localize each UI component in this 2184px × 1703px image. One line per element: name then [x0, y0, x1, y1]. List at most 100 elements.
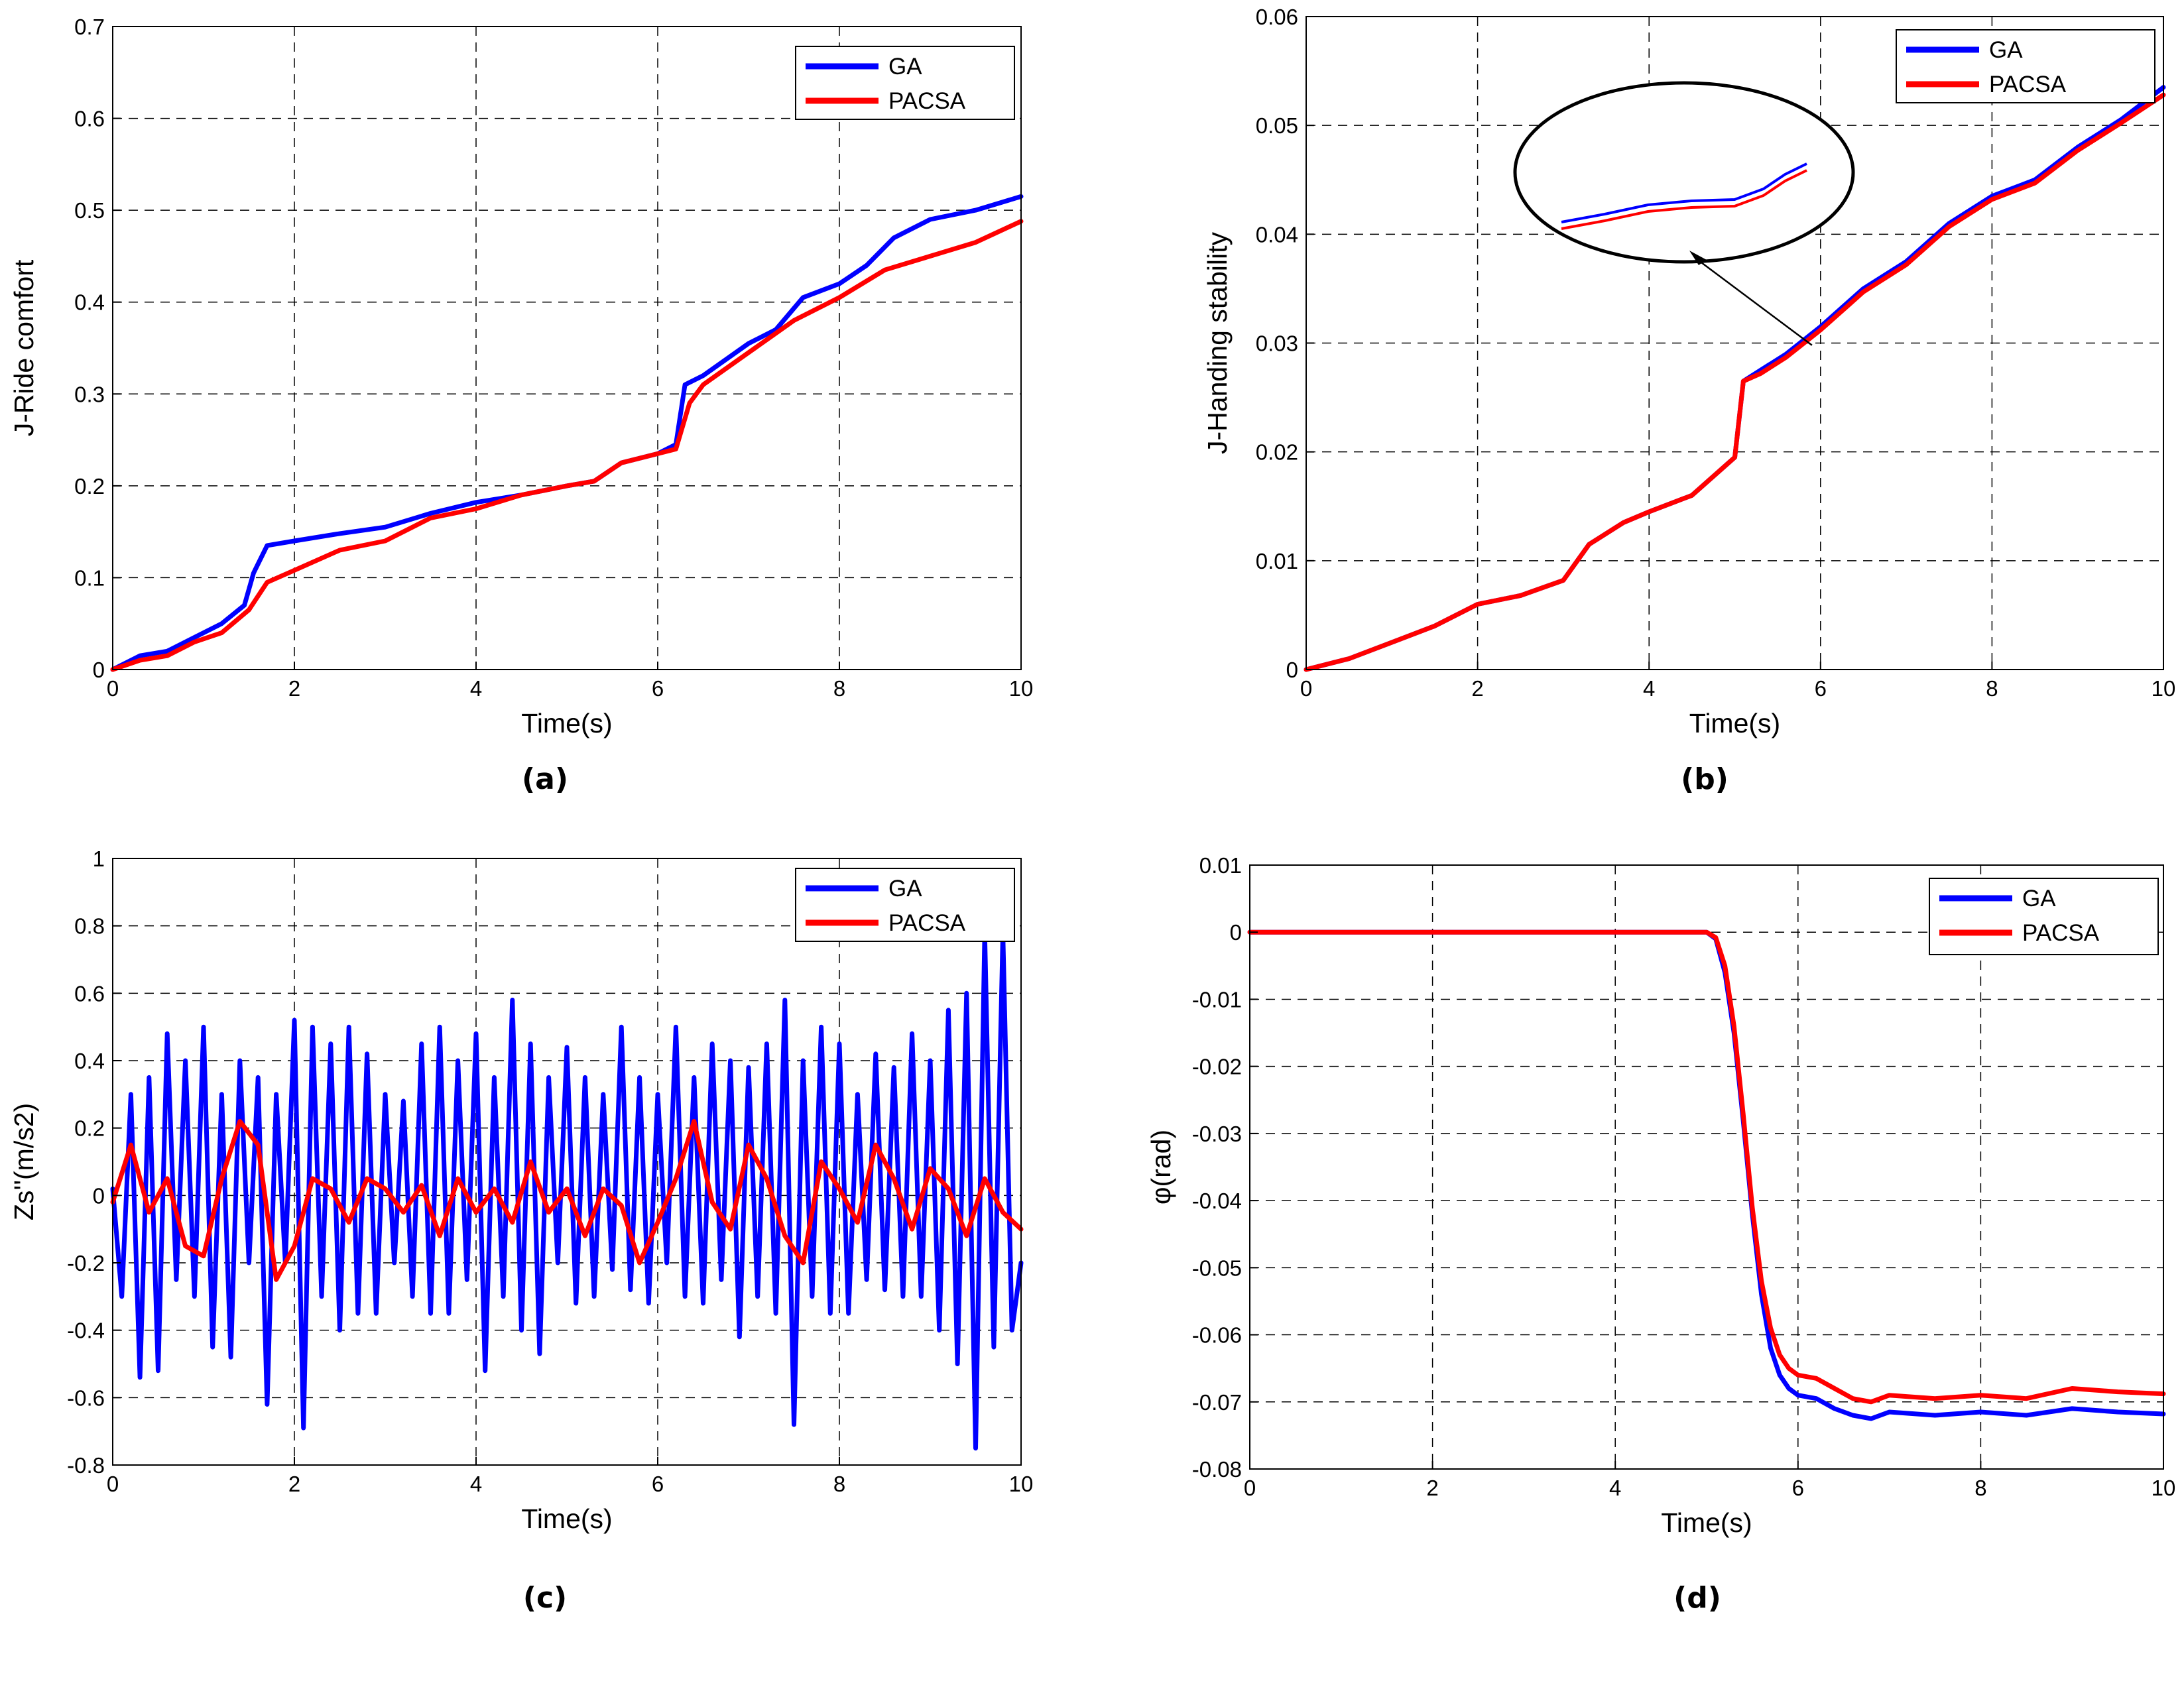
- x-axis-label: Time(s): [1689, 708, 1780, 738]
- x-tick-label: 10: [2152, 1476, 2176, 1500]
- x-tick-label: 2: [1426, 1476, 1438, 1500]
- y-tick-label: -0.02: [1192, 1055, 1242, 1079]
- x-tick-label: 0: [107, 676, 119, 701]
- y-tick-label: 0.2: [74, 1116, 105, 1141]
- panel-caption: (c): [523, 1581, 567, 1615]
- y-tick-label: -0.05: [1192, 1256, 1242, 1280]
- y-tick-label: 0: [93, 658, 105, 682]
- axes-frame: [112, 26, 1022, 670]
- y-tick-label: 0.6: [74, 981, 105, 1006]
- y-tick-label: 0.4: [74, 1049, 105, 1073]
- axes-frame: [1249, 864, 2164, 1470]
- y-tick-label: 0.7: [74, 15, 105, 39]
- y-tick-label: 0.3: [74, 382, 105, 406]
- y-tick-label: 0.5: [74, 198, 105, 223]
- series-line-pacsa: [110, 219, 1024, 672]
- y-tick-label: 0: [1286, 658, 1298, 682]
- x-tick-label: 0: [107, 1472, 119, 1496]
- x-tick-label: 6: [1792, 1476, 1804, 1500]
- y-axis-label: φ(rad): [1146, 1130, 1176, 1204]
- y-tick-label: -0.2: [67, 1251, 105, 1275]
- y-tick-label: -0.06: [1192, 1323, 1242, 1348]
- legend-label-pacsa: PACSA: [1989, 72, 2067, 97]
- y-tick-label: 1: [93, 847, 105, 871]
- y-axis-label: Zs''(m/s2): [9, 1103, 39, 1220]
- legend-label-ga: GA: [1989, 37, 2023, 63]
- panel-d: 0 2 4 6 8 10 -0.08 -0.07 -0.06 -0.05 -0.04 -0.03 -0.…: [1146, 853, 2175, 1615]
- x-axis-label: Time(s): [1661, 1507, 1752, 1538]
- zoom-arrow-head: [1689, 251, 1707, 265]
- x-tick-label: 6: [652, 1472, 664, 1496]
- x-axis-label: Time(s): [521, 1503, 612, 1534]
- series-line-pacsa: [1247, 929, 2166, 1405]
- y-tick-label: 0.05: [1256, 113, 1298, 138]
- y-tick-label: 0.1: [74, 565, 105, 590]
- y-tick-label: 0.8: [74, 914, 105, 939]
- legend-box: [1896, 29, 2155, 103]
- y-tick-label: 0.02: [1256, 440, 1298, 465]
- zoom-inset-line-pacsa: [1561, 169, 1807, 230]
- y-tick-label: -0.04: [1192, 1189, 1242, 1213]
- plot-area: [113, 27, 1021, 670]
- legend-label-ga: GA: [888, 876, 922, 902]
- y-tick-label: -0.6: [67, 1385, 105, 1410]
- legend-label-pacsa: PACSA: [2022, 920, 2100, 946]
- y-tick-label: -0.08: [1192, 1457, 1242, 1482]
- y-tick-label: 0.01: [1199, 853, 1242, 878]
- x-tick-label: 2: [288, 676, 300, 701]
- y-tick-label: 0.03: [1256, 331, 1298, 356]
- x-tick-label: 0: [1300, 676, 1312, 701]
- panel-b: 0 2 4 6 8 10 0 0.01 0.02 0.03 0.04 0.05 0.06 Time(s) J…: [1202, 5, 2175, 796]
- x-tick-label: 2: [1471, 676, 1483, 701]
- y-tick-label: 0.04: [1256, 222, 1298, 247]
- y-tick-label: 0: [1230, 920, 1242, 945]
- legend-box: [795, 46, 1015, 120]
- legend-label-pacsa: PACSA: [888, 88, 966, 114]
- y-tick-label: 0: [93, 1183, 105, 1208]
- x-tick-label: 0: [1244, 1476, 1256, 1500]
- plot-area: [1250, 865, 2163, 1469]
- x-tick-label: 8: [833, 1472, 845, 1496]
- y-tick-label: 0.6: [74, 107, 105, 131]
- legend-label-pacsa: PACSA: [888, 910, 966, 936]
- x-tick-label: 10: [1009, 676, 1034, 701]
- x-tick-label: 10: [2152, 676, 2176, 701]
- x-tick-label: 4: [470, 676, 482, 701]
- legend-label-ga: GA: [888, 54, 922, 80]
- x-tick-label: 10: [1009, 1472, 1034, 1496]
- zoom-arrow-line: [1695, 257, 1813, 346]
- y-tick-label: -0.01: [1192, 987, 1242, 1012]
- y-tick-label: -0.8: [67, 1453, 105, 1478]
- x-tick-label: 4: [1643, 676, 1655, 701]
- y-tick-label: -0.07: [1192, 1390, 1242, 1415]
- panel-caption: (b): [1681, 762, 1729, 796]
- x-tick-label: 4: [470, 1472, 482, 1496]
- y-tick-label: 0.4: [74, 290, 105, 315]
- y-tick-label: 0.2: [74, 474, 105, 499]
- y-axis-label: J-Handing stability: [1202, 232, 1233, 454]
- panel-caption: (d): [1673, 1581, 1721, 1615]
- y-tick-label: -0.4: [67, 1319, 105, 1343]
- x-tick-label: 6: [1815, 676, 1827, 701]
- x-tick-label: 6: [652, 676, 664, 701]
- panel-c: 0 2 4 6 8 10 -0.8 -0.6 -0.4 -0.2 0 0.2 0.4 0.6 0.8 1 Tim…: [9, 847, 1033, 1615]
- legend-box: [795, 868, 1015, 942]
- zoom-inset-line-ga: [1561, 162, 1807, 223]
- axes-frame: [112, 858, 1022, 1466]
- y-tick-label: 0.06: [1256, 5, 1298, 29]
- panel-a: 0 2 4 6 8 10 0 0.1 0.2 0.3 0.4 0.5 0.6 0.7 Time(s) J-Ri…: [9, 15, 1033, 796]
- y-axis-label: J-Ride comfort: [9, 259, 39, 436]
- x-tick-label: 8: [1986, 676, 1998, 701]
- x-tick-label: 2: [288, 1472, 300, 1496]
- y-tick-label: 0.01: [1256, 549, 1298, 573]
- series-line-pacsa: [110, 1119, 1024, 1282]
- legend-label-ga: GA: [2022, 886, 2056, 911]
- series-line-ga: [110, 930, 1024, 1451]
- legend-box: [1929, 878, 2159, 955]
- x-tick-label: 4: [1609, 1476, 1621, 1500]
- x-tick-label: 8: [833, 676, 845, 701]
- panel-caption: (a): [522, 762, 568, 796]
- zoom-inset-circle: [1513, 81, 1855, 264]
- x-tick-label: 8: [1974, 1476, 1986, 1500]
